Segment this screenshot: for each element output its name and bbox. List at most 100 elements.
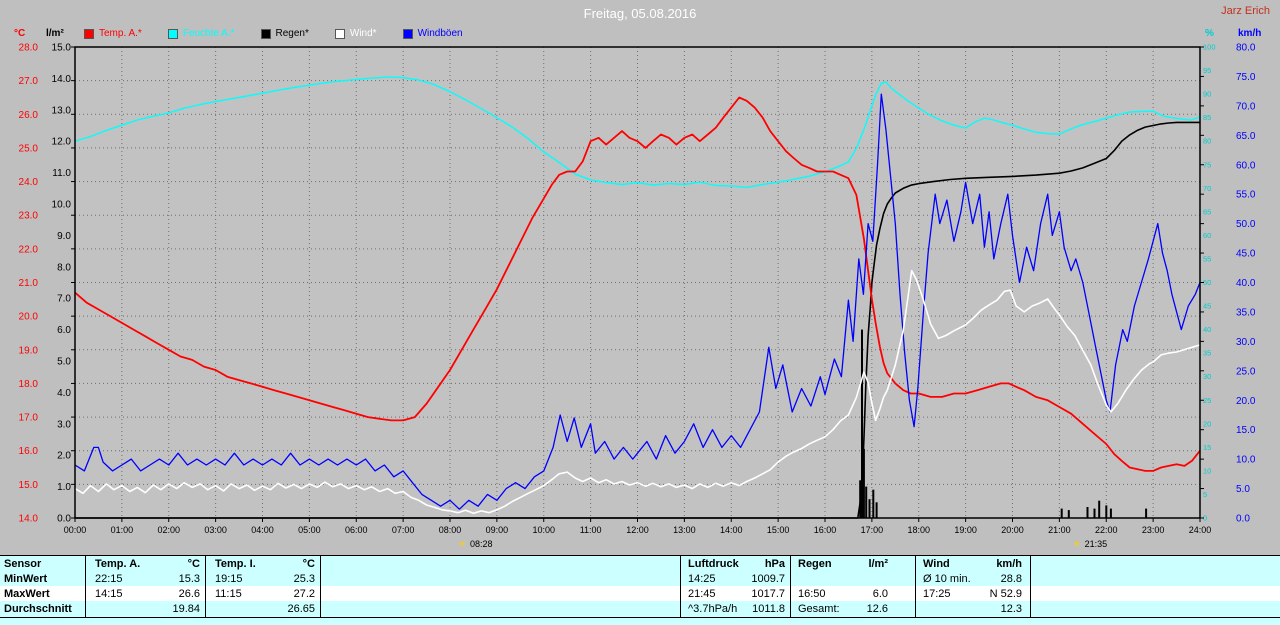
svg-text:0.0: 0.0 xyxy=(1236,514,1250,525)
svg-text:15:00: 15:00 xyxy=(767,525,790,535)
sun-icon: ☀ xyxy=(458,539,466,549)
series-wind xyxy=(74,269,1201,515)
table-cell: 6.0 xyxy=(872,588,888,600)
svg-text:10.0: 10.0 xyxy=(1236,455,1256,466)
svg-text:65.0: 65.0 xyxy=(1236,131,1256,142)
svg-text:5.0: 5.0 xyxy=(1236,484,1250,495)
svg-text:40: 40 xyxy=(1203,325,1211,334)
legend-item-label: Regen* xyxy=(275,28,309,39)
table-header-temp-a-unit: °C xyxy=(187,558,200,570)
legend-item-0[interactable]: Temp. A.* xyxy=(84,28,142,39)
svg-text:5: 5 xyxy=(1203,490,1207,499)
svg-text:75.0: 75.0 xyxy=(1236,72,1256,83)
svg-text:04:00: 04:00 xyxy=(251,525,274,535)
svg-text:10:00: 10:00 xyxy=(532,525,555,535)
table-cell: 14:25 xyxy=(688,573,716,585)
table-separator xyxy=(915,556,916,618)
table-bottom-line xyxy=(0,617,1280,618)
legend-item-3[interactable]: Wind* xyxy=(334,28,377,39)
svg-text:20: 20 xyxy=(1203,419,1211,428)
svg-text:25.0: 25.0 xyxy=(1236,366,1256,377)
legend-swatch-icon xyxy=(84,28,94,39)
legend-item-label: Feuchte A.* xyxy=(182,28,235,39)
svg-text:24:00: 24:00 xyxy=(1189,525,1212,535)
temp-axis-labels: 14.0 15.0 16.0 17.0 18.0 19.0 20.0 21.0 22.0 23.0… xyxy=(19,43,75,525)
table-header-wind: Wind xyxy=(923,558,950,570)
svg-text:10: 10 xyxy=(1203,466,1211,475)
svg-text:24.0: 24.0 xyxy=(19,177,39,188)
svg-text:22:00: 22:00 xyxy=(1095,525,1118,535)
svg-text:27.0: 27.0 xyxy=(19,76,39,87)
table-separator xyxy=(680,556,681,618)
svg-text:22.0: 22.0 xyxy=(19,244,39,255)
svg-text:17:00: 17:00 xyxy=(861,525,884,535)
svg-text:4.0: 4.0 xyxy=(57,388,71,399)
table-header-regen-unit: l/m² xyxy=(868,558,888,570)
svg-text:15.0: 15.0 xyxy=(1236,425,1256,436)
table-row-label-minwert: MinWert xyxy=(4,573,48,585)
table-header-temp-i-unit: °C xyxy=(302,558,315,570)
series-feuchte-a- xyxy=(74,76,1201,189)
svg-text:25.0: 25.0 xyxy=(19,143,39,154)
series-windb-en xyxy=(74,93,1201,510)
svg-text:70: 70 xyxy=(1203,184,1211,193)
humidity-axis-labels: 0 5 10 15 20 25 30 35 40 45 50 55 60 65 70 75 80 85 90 95 10… xyxy=(1203,43,1216,523)
svg-text:19.0: 19.0 xyxy=(19,345,39,356)
table-cell: 12.3 xyxy=(1000,603,1022,615)
sun-marker-label: 21:35 xyxy=(1085,539,1108,549)
svg-text:75: 75 xyxy=(1203,160,1211,169)
legend-swatch-icon xyxy=(167,28,178,39)
svg-text:2.0: 2.0 xyxy=(57,451,71,462)
svg-text:50: 50 xyxy=(1203,278,1211,287)
rain-unit-label: l/m² xyxy=(46,28,64,39)
svg-text:03:00: 03:00 xyxy=(204,525,227,535)
table-cell: 1009.7 xyxy=(751,573,785,585)
temp-unit-label: °C xyxy=(14,28,25,39)
svg-text:15.0: 15.0 xyxy=(19,480,39,491)
legend-item-2[interactable]: Regen* xyxy=(260,28,309,39)
svg-text:6.0: 6.0 xyxy=(57,325,71,336)
table-cell: 28.8 xyxy=(1000,573,1022,585)
table-cell: 15.3 xyxy=(178,573,200,585)
svg-text:20.0: 20.0 xyxy=(1236,396,1256,407)
svg-text:21:00: 21:00 xyxy=(1048,525,1071,535)
summary-table: Sensor Temp. A. °C Temp. I. °C Luftdruck… xyxy=(0,555,1280,625)
humidity-unit-label: % xyxy=(1205,28,1214,39)
legend-swatch-icon xyxy=(260,28,271,39)
svg-text:45: 45 xyxy=(1203,302,1211,311)
table-cell: 19.84 xyxy=(172,603,200,615)
svg-text:100: 100 xyxy=(1203,43,1216,52)
table-row-label-maxwert: MaxWert xyxy=(4,588,50,600)
legend-swatch-icon xyxy=(402,28,413,39)
table-cell: 16:50 xyxy=(798,588,826,600)
series-temp-a- xyxy=(74,96,1201,472)
svg-text:13.0: 13.0 xyxy=(52,105,72,116)
legend-item-1[interactable]: Feuchte A.* xyxy=(167,28,235,39)
svg-text:14.0: 14.0 xyxy=(19,514,39,525)
svg-text:21.0: 21.0 xyxy=(19,278,39,289)
legend-item-label: Wind* xyxy=(349,28,377,39)
table-header-luftdruck-unit: hPa xyxy=(764,558,785,570)
svg-text:15: 15 xyxy=(1203,443,1211,452)
svg-text:11.0: 11.0 xyxy=(52,168,71,179)
svg-text:7.0: 7.0 xyxy=(57,294,71,305)
table-cell: 1017.7 xyxy=(751,588,785,600)
table-cell: 21:45 xyxy=(688,588,716,600)
gridlines xyxy=(75,47,1200,518)
table-cell: 19:15 xyxy=(215,573,243,585)
table-header-temp-i: Temp. I. xyxy=(215,558,256,570)
table-header-regen: Regen xyxy=(798,558,832,570)
table-header-luftdruck: Luftdruck xyxy=(688,558,739,570)
svg-text:85: 85 xyxy=(1203,113,1211,122)
table-cell: 17:25 xyxy=(923,588,951,600)
table-cell: Ø 10 min. xyxy=(923,573,971,585)
svg-text:20:00: 20:00 xyxy=(1001,525,1024,535)
table-cell: 26.65 xyxy=(287,603,315,615)
table-separator xyxy=(320,556,321,618)
svg-text:50.0: 50.0 xyxy=(1236,219,1256,230)
svg-text:02:00: 02:00 xyxy=(157,525,180,535)
table-cell: 22:15 xyxy=(95,573,123,585)
legend-item-4[interactable]: Windböen xyxy=(402,28,463,39)
svg-text:19:00: 19:00 xyxy=(954,525,977,535)
svg-text:18.0: 18.0 xyxy=(19,379,39,390)
